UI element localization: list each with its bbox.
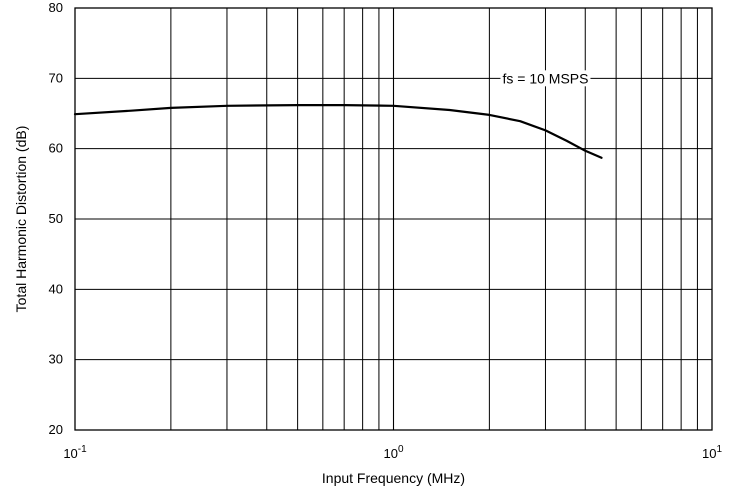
grid — [75, 8, 712, 430]
x-axis-title: Input Frequency (MHz) — [322, 470, 465, 486]
y-axis-title: Total Harmonic Distortion (dB) — [13, 126, 29, 313]
plot-frame — [74, 7, 713, 431]
y-tick-label: 80 — [49, 0, 63, 15]
y-tick-label: 70 — [49, 70, 63, 85]
annotation-background — [500, 70, 591, 87]
fs-annotation: fs = 10 MSPS — [502, 70, 588, 86]
y-tick-label: 20 — [49, 422, 63, 437]
y-tick-labels: 20 30 40 50 60 70 80 — [49, 0, 63, 437]
x-tick-label: 101 — [702, 444, 722, 461]
y-tick-label: 50 — [49, 211, 63, 226]
x-tick-labels: 10-1 100 101 — [63, 444, 722, 461]
y-tick-label: 60 — [49, 141, 63, 156]
x-tick-label: 10-1 — [63, 444, 87, 461]
y-tick-label: 30 — [49, 352, 63, 367]
thd-series-line — [73, 104, 603, 159]
x-tick-label: 100 — [383, 444, 403, 461]
y-tick-label: 40 — [49, 281, 63, 296]
